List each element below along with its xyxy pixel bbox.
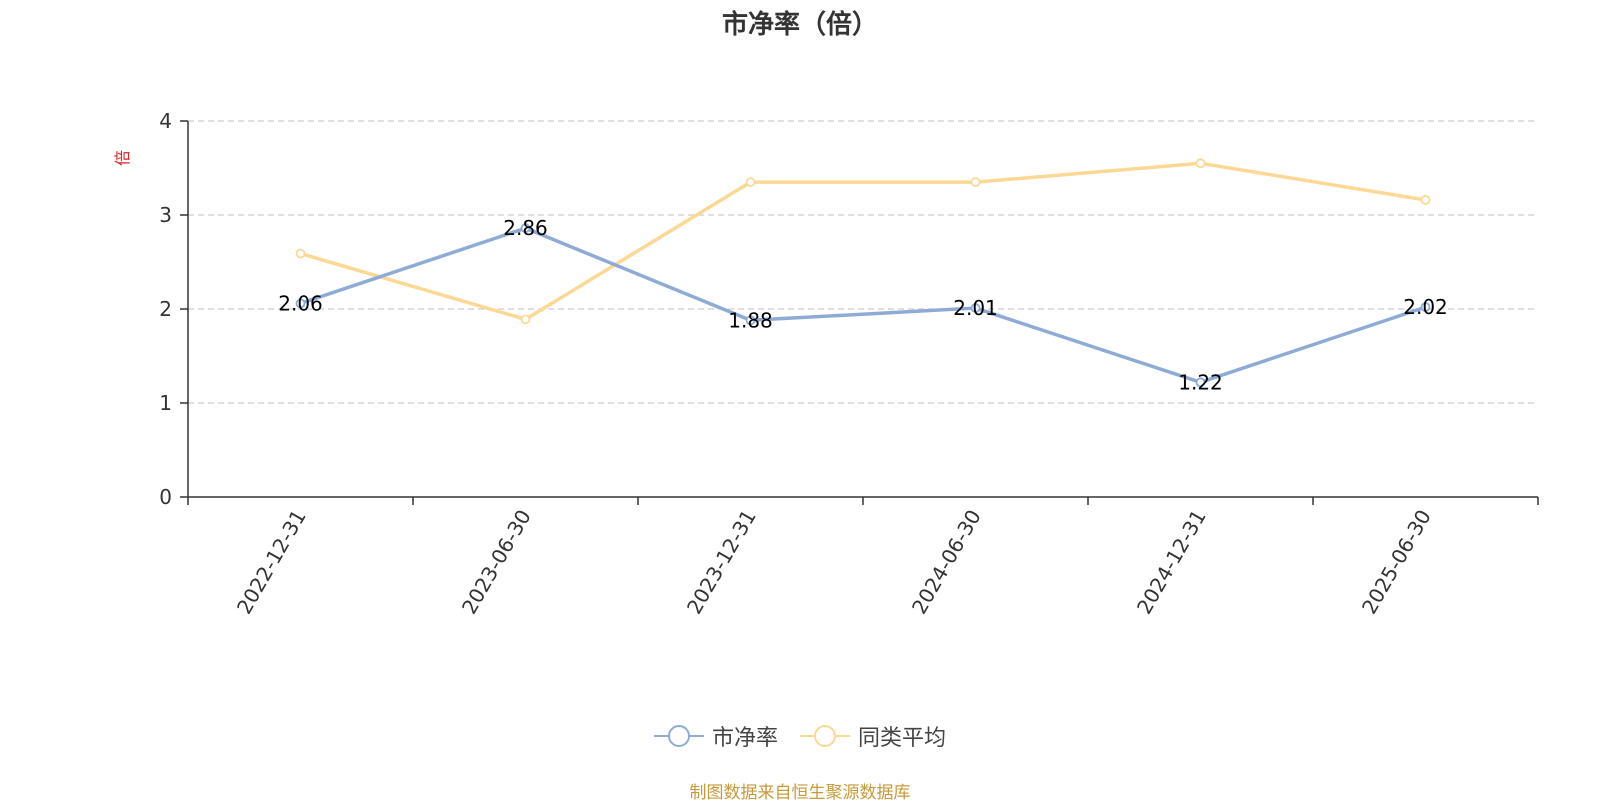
legend-item-avg[interactable]: 同类平均 — [800, 720, 946, 752]
data-label: 2.01 — [953, 296, 998, 320]
data-point-pb[interactable] — [1195, 377, 1206, 388]
series-lines — [295, 158, 1431, 388]
y-tick-label: 4 — [159, 109, 172, 133]
data-label: 1.22 — [1178, 370, 1223, 394]
legend-label-pb: 市净率 — [711, 726, 778, 751]
y-tick-label: 3 — [159, 203, 172, 227]
x-tick-label: 2025-06-30 — [1357, 506, 1436, 619]
data-point-avg[interactable] — [1420, 195, 1431, 205]
data-point-avg[interactable] — [520, 314, 531, 325]
data-labels: 2.06 2.86 1.88 2.01 1.22 2.02 — [278, 216, 1448, 394]
data-point-avg[interactable] — [1195, 158, 1206, 169]
data-point-pb[interactable] — [520, 223, 531, 234]
data-point-avg[interactable] — [745, 177, 756, 188]
legend-line-circle-icon — [800, 725, 850, 747]
data-point-pb[interactable] — [970, 303, 981, 313]
data-label: 1.88 — [728, 308, 773, 332]
data-point-pb[interactable] — [295, 298, 306, 309]
y-tick-label: 2 — [159, 297, 172, 321]
data-point-avg[interactable] — [295, 248, 306, 259]
y-tick-label: 0 — [159, 485, 172, 509]
chart-title: 市净率（倍） — [721, 10, 878, 40]
legend: 市净率 同类平均 — [0, 720, 1600, 752]
data-point-pb[interactable] — [745, 315, 756, 326]
legend-label-avg: 同类平均 — [858, 726, 947, 751]
series-line-pb — [299, 226, 1427, 385]
x-tick-label: 2023-12-31 — [682, 506, 761, 619]
x-tick-label: 2023-06-30 — [457, 506, 536, 619]
data-label: 2.02 — [1403, 295, 1448, 319]
series-line-avg — [300, 161, 1426, 322]
legend-item-pb[interactable]: 市净率 — [653, 720, 778, 752]
data-label: 2.86 — [503, 216, 548, 240]
y-axis-unit-label: 倍 — [113, 150, 132, 166]
data-point-avg[interactable] — [970, 177, 981, 188]
data-label: 2.06 — [278, 291, 323, 315]
x-tick-label: 2024-06-30 — [907, 506, 986, 619]
x-tick-label: 2022-12-31 — [232, 506, 311, 619]
legend-line-circle-icon — [653, 725, 704, 747]
x-tick-label: 2024-12-31 — [1132, 506, 1211, 619]
data-point-pb[interactable] — [1420, 302, 1431, 313]
y-tick-label: 1 — [159, 391, 172, 415]
grid-lines — [188, 120, 1538, 404]
source-note: 制图数据来自恒生聚源数据库 — [689, 783, 911, 803]
